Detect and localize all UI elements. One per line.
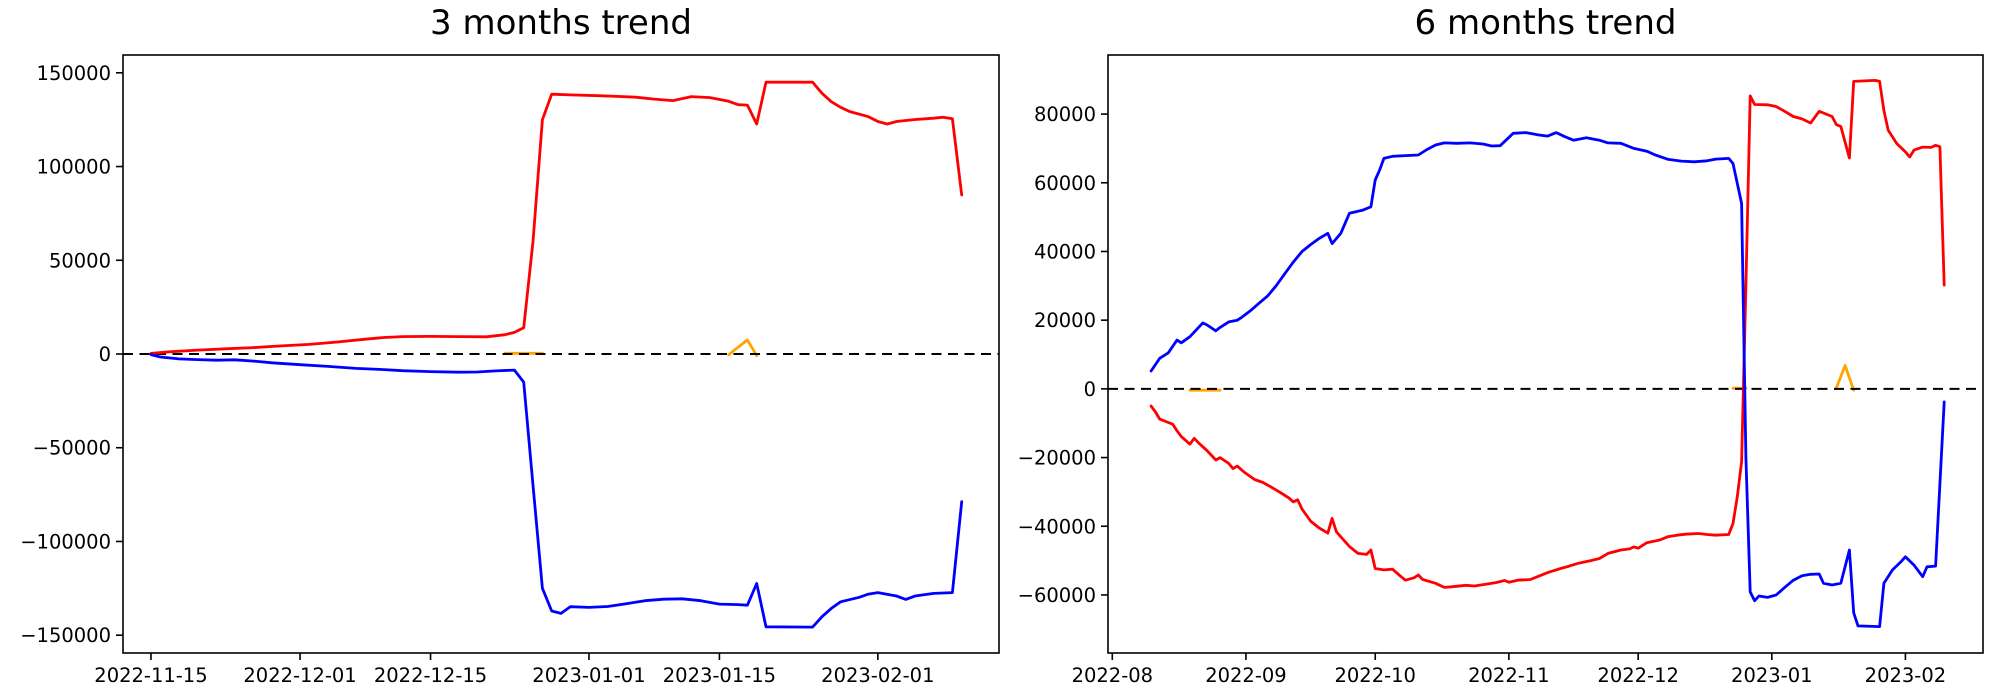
chart-1: 2022-11-15 2022-12-01 2022-12-15 2023-01-01… — [20, 54, 1000, 687]
blue-trend-line — [1149, 131, 1946, 628]
x-tick-label: 2022-09 — [1205, 664, 1286, 687]
plot-border — [1107, 54, 1984, 654]
chart-title-6-months: 6 months trend — [1414, 3, 1677, 43]
x-tick-label: 2022-11-15 — [94, 664, 207, 687]
red-upper-trend-line — [149, 80, 964, 355]
orange-peak-segment-line — [727, 338, 759, 358]
x-tick-label: 2023-02 — [1865, 664, 1946, 687]
y-tick-label: 0 — [99, 343, 111, 366]
x-tick-label: 2022-11 — [1468, 664, 1549, 687]
y-tick-label: −40000 — [1018, 515, 1096, 538]
y-tick-label: −20000 — [1018, 447, 1096, 470]
y-tick-label: 80000 — [1034, 103, 1096, 126]
y-tick-label: 40000 — [1034, 240, 1096, 263]
red-trend-line — [1149, 79, 1946, 589]
x-tick-label: 2022-08 — [1072, 664, 1153, 687]
y-tick-label: 150000 — [37, 62, 111, 85]
y-tick-label: −60000 — [1018, 584, 1096, 607]
chart-2: 2022-08 2022-09 2022-10 2022-11 2022-12 2023-… — [1018, 54, 1984, 687]
x-tick-label: 2022-12 — [1597, 664, 1678, 687]
x-tick-label: 2023-01 — [1731, 664, 1812, 687]
y-tick-label: 60000 — [1034, 172, 1096, 195]
x-tick-label: 2022-10 — [1334, 664, 1415, 687]
y-tick-label: 0 — [1084, 378, 1096, 401]
x-tick-label: 2022-12-01 — [243, 664, 356, 687]
y-tick-label: −50000 — [33, 437, 111, 460]
chart-title-3-months: 3 months trend — [430, 3, 692, 43]
y-tick-label: 100000 — [37, 156, 111, 179]
y-tick-label: −150000 — [20, 624, 111, 647]
x-tick-label: 2023-01-01 — [532, 664, 645, 687]
blue-lower-trend-line — [149, 353, 964, 629]
orange-peak-segment-line — [1835, 364, 1856, 392]
y-tick-label: −100000 — [20, 530, 111, 553]
y-tick-label: 20000 — [1034, 309, 1096, 332]
x-tick-label: 2023-02-01 — [821, 664, 934, 687]
plot-border — [122, 54, 1000, 654]
x-tick-label: 2022-12-15 — [374, 664, 487, 687]
y-tick-label: 50000 — [49, 249, 111, 272]
x-tick-label: 2023-01-15 — [663, 664, 776, 687]
